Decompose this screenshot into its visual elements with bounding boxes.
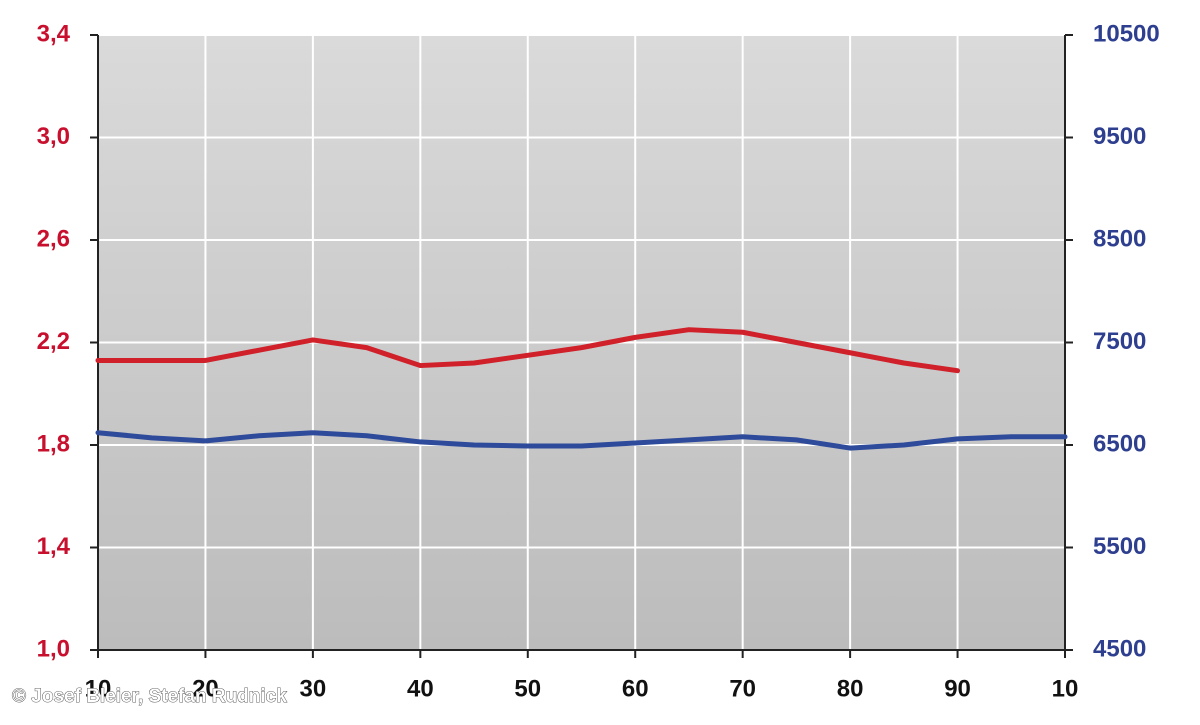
x-tick-label: 20 — [192, 675, 219, 702]
y-tick-label: 1,8 — [37, 430, 70, 457]
x-tick-label: 50 — [514, 675, 541, 702]
y2-tick-label: 7500 — [1093, 328, 1146, 355]
x-tick-label: 60 — [622, 675, 649, 702]
y2-tick-label: 8500 — [1093, 225, 1146, 252]
y-tick-label: 1,4 — [37, 533, 71, 560]
y2-tick-label: 4500 — [1093, 635, 1146, 662]
x-tick-label: 30 — [300, 675, 327, 702]
credit: © Josef Bleier, Stefan Rudnick — [12, 686, 287, 707]
series-line — [95, 327, 961, 374]
y2-tick-label: 9500 — [1093, 123, 1146, 150]
x-tick-label: 80 — [837, 675, 864, 702]
y-tick-label: 2,6 — [37, 225, 70, 252]
x-tick-label: 10 — [85, 675, 112, 702]
y-tick-label: 3,4 — [37, 20, 71, 47]
y2-tick-label: 5500 — [1093, 533, 1146, 560]
y-tick-label: 3,0 — [37, 123, 70, 150]
x-tick-label: 10 — [1052, 675, 1079, 702]
y2-tick-label: 6500 — [1093, 430, 1146, 457]
series-line — [95, 430, 1068, 451]
y-tick-label: 1,0 — [37, 635, 70, 662]
y2-tick-label: 10500 — [1093, 20, 1160, 47]
x-tick-label: 90 — [944, 675, 971, 702]
x-tick-label: 40 — [407, 675, 434, 702]
y-tick-label: 2,2 — [37, 328, 70, 355]
x-tick-label: 70 — [729, 675, 756, 702]
